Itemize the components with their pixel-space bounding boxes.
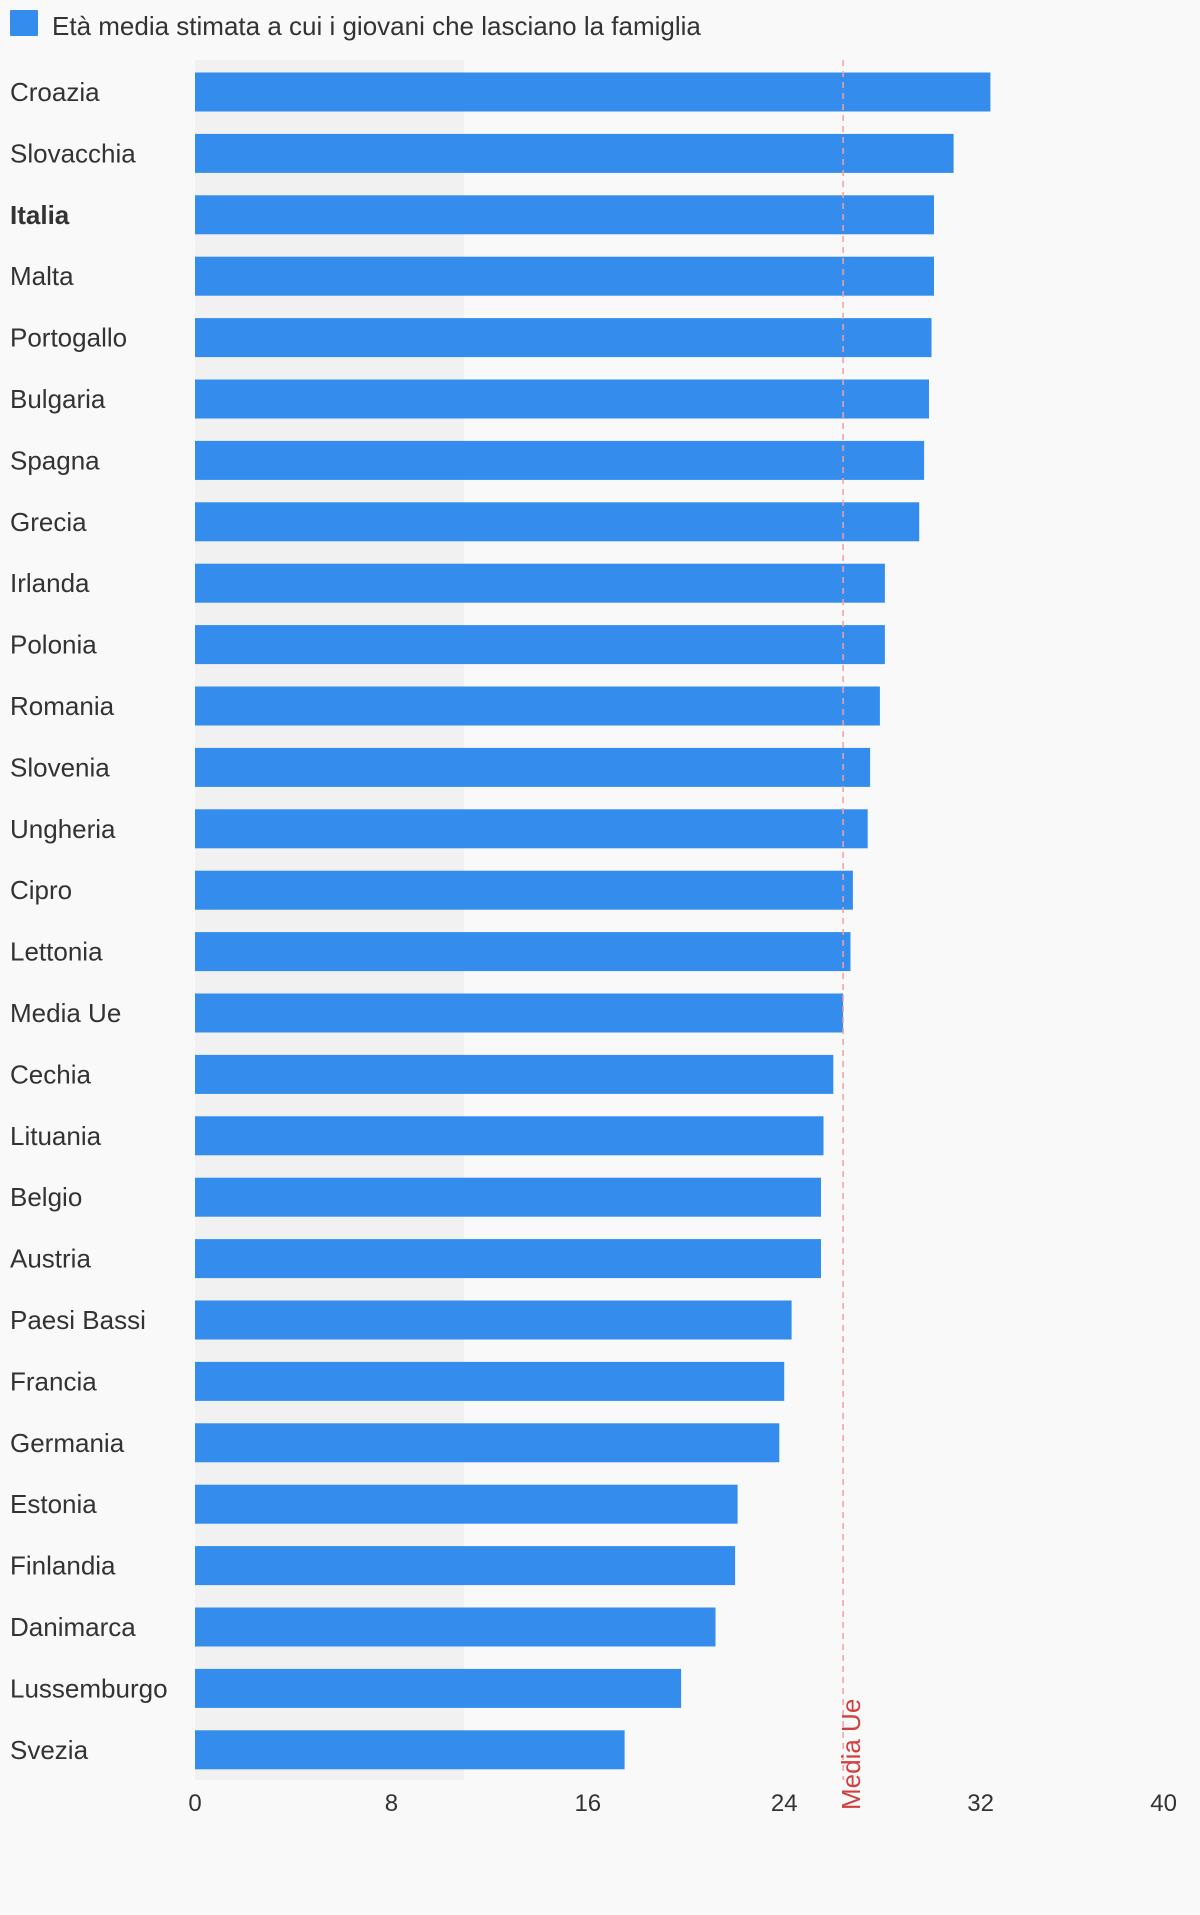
category-label-lituania: Lituania [10,1121,102,1151]
bar-germania [195,1423,780,1463]
bar-portogallo [195,318,932,358]
category-label-polonia: Polonia [10,630,97,660]
category-labels: Croazia Slovacchia Italia Malta Portogallo Bu… [10,77,168,1765]
bar-lettonia [195,932,851,972]
x-tick-label-0: 0 [188,1790,201,1817]
bars [195,72,991,1770]
category-label-ungheria: Ungheria [10,814,116,844]
category-label-danimarca: Danimarca [10,1612,136,1642]
bar-romania [195,686,880,726]
x-tick-label-8: 8 [385,1790,398,1817]
bar-irlanda [195,563,885,603]
bar-finlandia [195,1546,736,1586]
bar-lituania [195,1116,824,1156]
category-label-cipro: Cipro [10,875,72,905]
category-label-paesi-bassi: Paesi Bassi [10,1305,146,1335]
category-label-slovacchia: Slovacchia [10,138,136,168]
category-label-spagna: Spagna [10,445,100,475]
bar-grecia [195,502,920,542]
category-label-romania: Romania [10,691,115,721]
bar-danimarca [195,1607,716,1647]
bar-bulgaria [195,379,929,419]
category-label-irlanda: Irlanda [10,568,90,598]
bar-spagna [195,440,925,480]
bar-lussemburgo [195,1668,682,1708]
category-label-cechia: Cechia [10,1059,91,1089]
category-label-austria: Austria [10,1244,91,1274]
x-tick-label-16: 16 [574,1790,601,1817]
bar-slovacchia [195,133,954,173]
bar-svezia [195,1730,625,1770]
category-label-finlandia: Finlandia [10,1551,116,1581]
bar-cechia [195,1054,834,1094]
legend: Età media stimata a cui i giovani che la… [10,10,701,41]
bar-belgio [195,1177,821,1217]
bar-paesi-bassi [195,1300,792,1340]
bar-croazia [195,72,991,112]
legend-swatch [10,10,38,36]
category-label-italia: Italia [10,200,70,230]
category-label-germania: Germania [10,1428,125,1458]
bar-ungheria [195,809,868,849]
category-label-media-ue: Media Ue [10,998,121,1028]
reference-line-label: Media Ue [836,1699,866,1810]
bar-malta [195,256,934,296]
category-label-malta: Malta [10,261,74,291]
category-label-belgio: Belgio [10,1182,82,1212]
bar-slovenia [195,747,871,787]
x-axis-ticks: 0 8 16 24 32 40 [188,1790,1177,1817]
category-label-estonia: Estonia [10,1489,97,1519]
x-tick-label-24: 24 [771,1790,798,1817]
category-label-slovenia: Slovenia [10,752,110,782]
bar-media-ue [195,993,844,1033]
legend-label: Età media stimata a cui i giovani che la… [52,11,701,41]
x-tick-label-32: 32 [967,1790,994,1817]
bar-estonia [195,1484,738,1524]
bar-francia [195,1361,785,1401]
category-label-portogallo: Portogallo [10,323,127,353]
category-label-svezia: Svezia [10,1735,89,1765]
category-label-bulgaria: Bulgaria [10,384,106,414]
bar-italia [195,195,934,235]
x-tick-label-40: 40 [1150,1790,1177,1817]
category-label-croazia: Croazia [10,77,100,107]
reference-line-group: Media Ue [836,60,866,1810]
category-label-lettonia: Lettonia [10,937,103,967]
category-label-lussemburgo: Lussemburgo [10,1673,168,1703]
bar-polonia [195,625,885,665]
category-label-grecia: Grecia [10,507,87,537]
bar-austria [195,1239,821,1279]
category-label-francia: Francia [10,1366,97,1396]
bar-cipro [195,870,853,910]
